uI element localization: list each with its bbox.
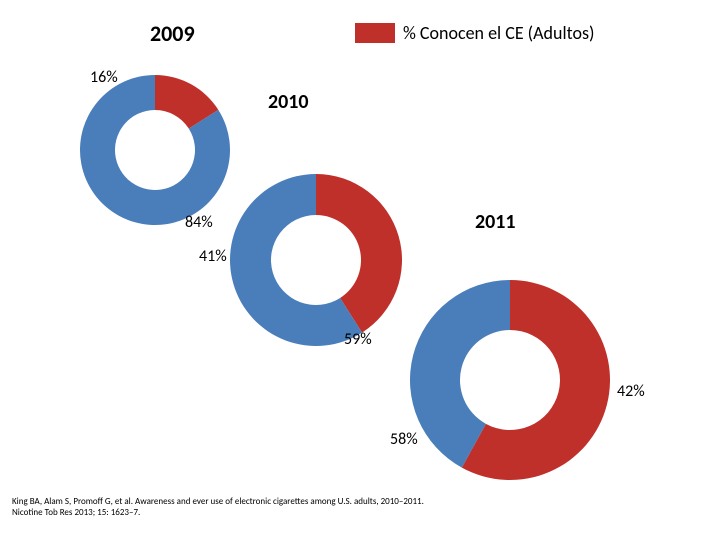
pct-2009-blue: 84%: [185, 213, 213, 232]
donut-2010: [230, 174, 402, 346]
pct-2011-red: 58%: [390, 430, 418, 449]
year-title-2011: 2011: [475, 210, 516, 234]
pct-2011-blue: 42%: [617, 382, 645, 401]
legend: % Conocen el CE (Adultos): [355, 22, 594, 44]
pct-2010-blue: 59%: [344, 330, 372, 349]
pct-2009-red: 16%: [90, 68, 118, 87]
donut-2011: [410, 280, 610, 480]
pct-2010-red: 41%: [199, 247, 227, 266]
legend-label: % Conocen el CE (Adultos): [403, 22, 594, 44]
year-title-2009: 2009: [150, 20, 195, 47]
year-title-2010: 2010: [268, 90, 309, 114]
citation-text: King BA, Alam S, Promoff G, et al. Aware…: [12, 496, 452, 519]
donut-2009: [80, 75, 230, 225]
legend-swatch: [355, 23, 395, 43]
